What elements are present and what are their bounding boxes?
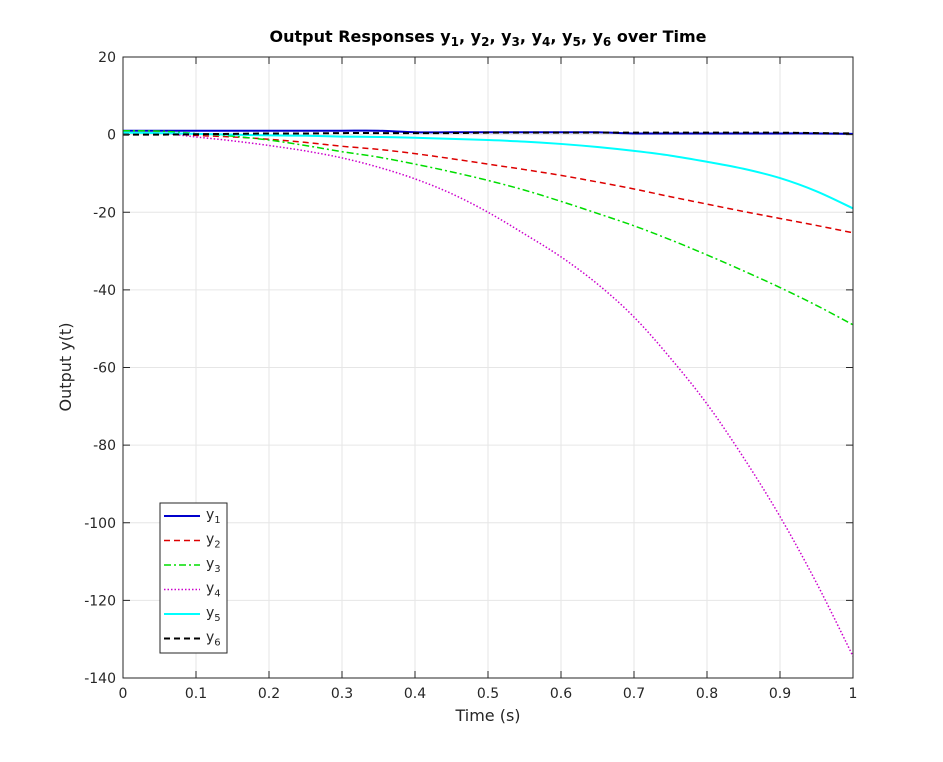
title-subscript: 1	[451, 35, 459, 49]
legend-label: y6	[206, 630, 221, 649]
x-tick-label: 0.4	[404, 686, 426, 702]
x-tick-label: 0.8	[696, 686, 718, 702]
x-tick-label: 0.1	[185, 686, 207, 702]
x-tick-label: 0.6	[550, 686, 572, 702]
title-text: Output Responses	[270, 27, 441, 46]
y-tick-label: -60	[93, 361, 116, 377]
series-line-y6	[123, 131, 853, 136]
legend-label: y2	[206, 532, 221, 551]
x-tick-label: 0.5	[477, 686, 499, 702]
x-tick-label: 0.2	[258, 686, 280, 702]
series-group	[123, 129, 853, 657]
legend-box	[159, 502, 228, 654]
legend-label: y4	[206, 581, 221, 600]
title-separator: ,	[489, 27, 501, 46]
title-text: over Time	[611, 27, 706, 46]
y-tick-label: -120	[84, 593, 116, 609]
y-tick-label: -20	[93, 205, 116, 221]
ticks	[122, 56, 854, 679]
legend-label: y3	[206, 556, 221, 575]
x-axis-label: Time (s)	[454, 706, 520, 725]
y-tick-label: -140	[84, 671, 116, 687]
title-var: y	[562, 27, 573, 46]
x-tick-label: 0.7	[623, 686, 645, 702]
x-tick-labels: 0 0.1 0.2 0.3 0.4 0.5 0.6 0.7 0.8 0.9 1	[119, 686, 858, 702]
title-subscript: 2	[481, 35, 489, 49]
title-subscript: 4	[542, 35, 550, 49]
legend: y1 y2 y3 y4 y5 y6	[159, 502, 228, 654]
series-line-y5	[123, 131, 853, 210]
y-tick-label: -40	[93, 283, 116, 299]
y-tick-label: 20	[98, 50, 116, 66]
x-tick-label: 0	[119, 686, 128, 702]
title-var: y	[471, 27, 482, 46]
title-var: y	[532, 27, 543, 46]
title-separator: ,	[459, 27, 471, 46]
title-var: y	[501, 27, 512, 46]
chart-title: Output Responses y1​, y2​, y3​, y4​, y5​…	[270, 27, 707, 49]
legend-label: y1	[206, 507, 221, 526]
title-subscript: 6	[603, 35, 611, 49]
x-tick-label: 0.9	[769, 686, 791, 702]
series-line-y4	[123, 131, 853, 657]
y-tick-label: -80	[93, 438, 116, 454]
series-line-y3	[123, 129, 853, 326]
title-separator: ,	[550, 27, 562, 46]
title-subscript: 5	[572, 35, 580, 49]
x-tick-label: 0.3	[331, 686, 353, 702]
title-subscript: 3	[512, 35, 520, 49]
y-tick-labels: -140 -120 -100 -80 -60 -40 -20 0 20	[84, 50, 116, 687]
y-axis-label: Output y(t)	[56, 323, 75, 412]
title-separator: ,	[581, 27, 593, 46]
title-var: y	[440, 27, 451, 46]
title-separator: ,	[520, 27, 532, 46]
x-tick-label: 1	[849, 686, 858, 702]
title-var: y	[592, 27, 603, 46]
legend-label: y5	[206, 605, 221, 624]
y-tick-label: -100	[84, 516, 116, 532]
y-tick-label: 0	[107, 128, 116, 144]
